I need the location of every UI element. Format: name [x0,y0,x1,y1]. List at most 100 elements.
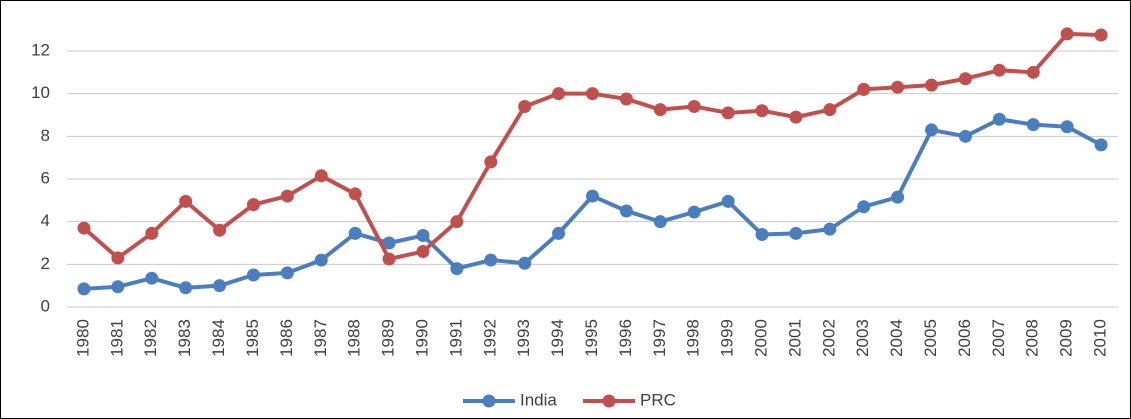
data-point [246,198,260,212]
x-tick-label: 1993 [514,319,533,357]
data-point [891,80,905,94]
x-tick-label: 1990 [412,319,431,357]
data-point [314,169,328,183]
data-point [213,279,227,293]
x-tick-label: 2000 [752,319,771,357]
x-tick-label: 1987 [311,319,330,357]
data-point [823,103,837,117]
data-point [789,110,803,124]
x-tick-label: 2003 [853,319,872,357]
data-point [1094,138,1108,152]
x-tick-label: 1996 [616,319,635,357]
data-point [518,256,532,270]
x-tick-label: 1994 [548,319,567,357]
data-point [111,251,125,265]
data-point [891,190,905,204]
x-tick-label: 2002 [819,319,838,357]
data-point [450,262,464,276]
x-tick-label: 1981 [107,319,126,357]
y-tick-label: 6 [41,168,50,187]
data-point [416,229,430,243]
data-point [280,266,294,280]
data-point [145,226,159,240]
x-tick-label: 1986 [277,319,296,357]
x-tick-label: 1991 [446,319,465,357]
x-tick-label: 2009 [1057,319,1076,357]
y-tick-label: 2 [41,254,50,273]
data-point [619,204,633,218]
data-point [857,200,871,214]
data-point [280,189,294,203]
x-tick-label: 1998 [684,319,703,357]
data-point [823,222,837,236]
data-point [992,112,1006,126]
x-tick-label: 1992 [480,319,499,357]
x-tick-label: 2006 [955,319,974,357]
x-tick-label: 1985 [243,319,262,357]
data-point [789,226,803,240]
x-tick-label: 1989 [379,319,398,357]
data-point [958,129,972,143]
data-point [552,226,566,240]
data-point [653,215,667,229]
data-point [586,189,599,203]
x-tick-label: 1984 [209,319,228,357]
y-tick-label: 8 [41,126,50,145]
data-point [382,236,396,250]
data-point [246,268,260,282]
data-point [687,99,701,113]
x-tick-label: 1983 [175,319,194,357]
x-tick-label: 1980 [73,319,92,357]
data-point [1026,118,1040,132]
data-point [77,282,91,296]
data-point [1060,27,1074,41]
data-point [721,106,735,120]
data-point [687,205,701,219]
data-point [416,245,430,259]
data-point [382,252,396,266]
data-point [77,221,91,235]
x-tick-label: 2004 [887,319,906,357]
data-point [484,155,498,169]
data-point [348,187,362,201]
data-point [450,215,464,229]
data-point [348,226,362,240]
legend-marker [482,394,496,408]
x-tick-label: 1995 [582,319,601,357]
data-point [552,87,566,101]
data-point [958,72,972,86]
y-tick-label: 0 [41,296,50,315]
data-point [619,92,633,106]
x-tick-label: 1988 [345,319,364,357]
data-point [992,63,1006,77]
y-tick-label: 12 [31,40,50,59]
legend-label: PRC [640,390,676,409]
data-point [1060,120,1074,134]
x-tick-label: 2010 [1091,319,1110,357]
data-point [721,194,735,208]
data-point [213,223,227,237]
data-point [179,194,193,208]
data-point [1094,28,1108,42]
y-tick-label: 4 [41,211,50,230]
x-tick-label: 2001 [785,319,804,357]
data-point [314,253,328,267]
x-tick-label: 2007 [989,319,1008,357]
legend-marker [602,394,616,408]
data-point [179,281,193,295]
data-point [145,271,159,285]
data-point [518,99,532,113]
data-point [925,123,939,137]
data-point [111,280,125,294]
x-tick-label: 2008 [1023,319,1042,357]
data-point [925,78,939,92]
x-tick-label: 1999 [718,319,737,357]
x-tick-label: 1997 [650,319,669,357]
x-tick-label: 2005 [921,319,940,357]
data-point [755,227,769,241]
data-point [755,104,769,118]
legend-label: India [520,390,557,409]
